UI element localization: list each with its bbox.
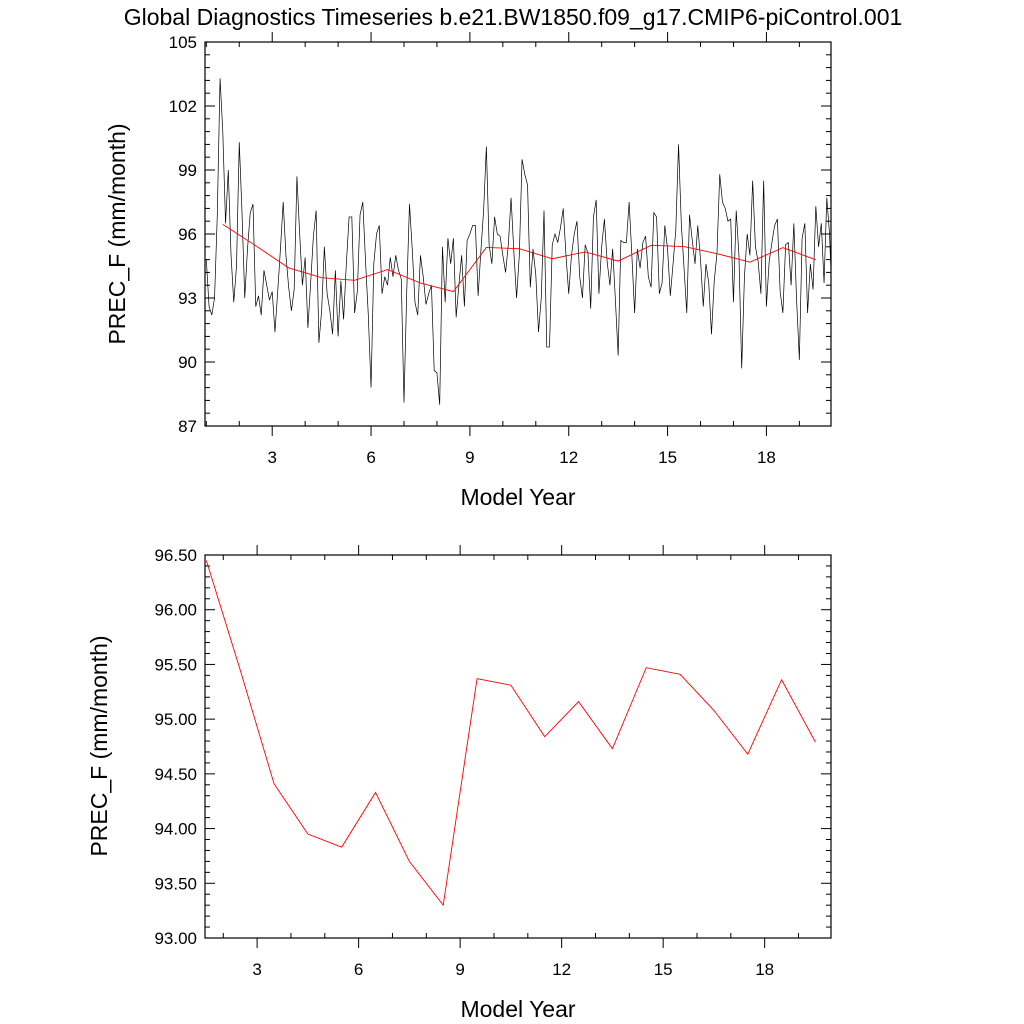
x-tick-label: 6 [354, 960, 363, 979]
y-axis-label: PREC_F (mm/month) [104, 123, 130, 344]
x-axis-label: Model Year [460, 996, 575, 1022]
x-tick-label: 18 [755, 960, 774, 979]
y-tick-label: 102 [169, 97, 197, 116]
y-tick-label: 96 [178, 225, 197, 244]
x-tick-label: 15 [658, 448, 677, 467]
series-line-annual-mean [205, 560, 816, 907]
bottom-panel-annual-mean: 93.00 93.50 94.00 94.50 95.00 95.50 96.00 96.50… [86, 545, 832, 1022]
x-tick-label: 18 [757, 448, 776, 467]
x-tick-label: 12 [552, 960, 571, 979]
plot-frame [204, 554, 832, 939]
y-tick-label: 87 [178, 417, 197, 436]
series-line-annual-mean [222, 224, 816, 293]
x-tick-label: 3 [267, 448, 276, 467]
y-tick-label: 99 [178, 161, 197, 180]
y-tick-label: 94.50 [154, 765, 197, 784]
y-tick-label: 96.00 [154, 601, 197, 620]
y-tick-label: 90 [178, 353, 197, 372]
x-tick-label: 9 [465, 448, 474, 467]
plot-frame [204, 41, 832, 427]
figure-title: Global Diagnostics Timeseries b.e21.BW18… [124, 4, 903, 30]
y-axis-label: PREC_F (mm/month) [86, 635, 112, 856]
y-tick-label: 93 [178, 289, 197, 308]
x-tick-label: 9 [455, 960, 464, 979]
x-tick-label: 12 [559, 448, 578, 467]
y-tick-label: 96.50 [154, 546, 197, 565]
y-tick-label: 94.00 [154, 820, 197, 839]
x-tick-label: 3 [252, 960, 261, 979]
top-panel-timeseries: 87 90 93 96 99 102 105 3 6 9 12 15 18 Model Year PREC_… [104, 32, 832, 510]
x-tick-label: 15 [654, 960, 673, 979]
series-line-monthly [205, 78, 831, 405]
x-tick-label: 6 [366, 448, 375, 467]
y-tick-label: 95.50 [154, 655, 197, 674]
y-tick-label: 105 [169, 33, 197, 52]
y-tick-label: 95.00 [154, 710, 197, 729]
x-axis-label: Model Year [460, 484, 575, 510]
y-tick-label: 93.00 [154, 929, 197, 948]
y-tick-label: 93.50 [154, 874, 197, 893]
